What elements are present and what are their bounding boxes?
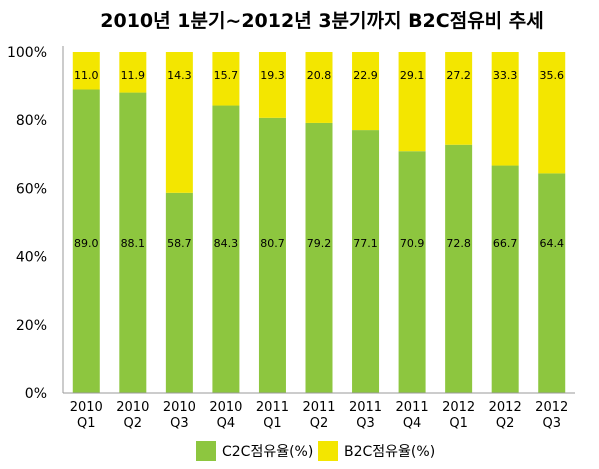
bar-c2c bbox=[119, 92, 147, 393]
bar-b2c bbox=[212, 52, 240, 106]
data-label-b2c: 22.9 bbox=[353, 69, 378, 82]
bar-b2c bbox=[165, 52, 193, 193]
data-label-c2c: 89.0 bbox=[74, 237, 99, 250]
data-label-c2c: 70.9 bbox=[400, 237, 425, 250]
legend-label: C2C점유율(%) bbox=[222, 444, 313, 460]
x-tick-label-quarter: Q1 bbox=[449, 416, 468, 431]
legend-swatch bbox=[318, 441, 338, 461]
x-tick-label-quarter: Q3 bbox=[542, 416, 561, 431]
data-label-b2c: 35.6 bbox=[539, 69, 564, 82]
bar-c2c bbox=[538, 173, 566, 393]
bar-c2c bbox=[398, 151, 426, 393]
x-tick-label-year: 2010 bbox=[209, 400, 242, 415]
x-tick-label-year: 2011 bbox=[302, 400, 335, 415]
bar-c2c bbox=[165, 192, 193, 393]
x-tick-label-year: 2010 bbox=[70, 400, 103, 415]
x-tick-label-year: 2011 bbox=[349, 400, 382, 415]
x-tick-label-year: 2012 bbox=[442, 400, 475, 415]
bar-b2c bbox=[119, 52, 147, 93]
y-tick-label: 40% bbox=[16, 250, 47, 266]
data-label-c2c: 66.7 bbox=[493, 237, 518, 250]
y-tick-label: 0% bbox=[25, 386, 47, 402]
legend-swatch bbox=[196, 441, 216, 461]
y-tick-label: 100% bbox=[7, 45, 47, 61]
x-tick-label-quarter: Q1 bbox=[77, 416, 96, 431]
bar-c2c bbox=[491, 165, 519, 393]
x-tick-label-quarter: Q1 bbox=[263, 416, 282, 431]
chart-title: 2010년 1분기~2012년 3분기까지 B2C점유비 추세 bbox=[100, 10, 543, 32]
bar-b2c bbox=[445, 52, 473, 145]
data-label-c2c: 77.1 bbox=[353, 237, 378, 250]
data-label-b2c: 19.3 bbox=[260, 69, 285, 82]
x-tick-label-year: 2010 bbox=[116, 400, 149, 415]
plot-area: 0%20%40%60%80%100%89.011.02010Q188.111.9… bbox=[7, 45, 575, 431]
data-label-b2c: 15.7 bbox=[214, 69, 239, 82]
data-label-c2c: 58.7 bbox=[167, 237, 192, 250]
bar-c2c bbox=[352, 130, 380, 394]
data-label-b2c: 29.1 bbox=[400, 69, 425, 82]
y-tick-label: 60% bbox=[16, 181, 47, 197]
data-label-b2c: 20.8 bbox=[307, 69, 332, 82]
data-label-b2c: 33.3 bbox=[493, 69, 518, 82]
y-tick-label: 20% bbox=[16, 318, 47, 334]
data-label-c2c: 88.1 bbox=[121, 237, 146, 250]
bar-b2c bbox=[305, 52, 333, 123]
bar-b2c bbox=[491, 52, 519, 166]
x-tick-label-quarter: Q2 bbox=[496, 416, 515, 431]
bar-b2c bbox=[352, 52, 380, 131]
data-label-b2c: 14.3 bbox=[167, 69, 192, 82]
bar-b2c bbox=[398, 52, 426, 152]
bar-b2c bbox=[538, 52, 566, 174]
x-tick-label-quarter: Q4 bbox=[217, 416, 236, 431]
bar-c2c bbox=[305, 122, 333, 393]
x-tick-label-year: 2011 bbox=[396, 400, 429, 415]
data-label-b2c: 27.2 bbox=[446, 69, 471, 82]
x-tick-label-year: 2012 bbox=[489, 400, 522, 415]
x-tick-label-year: 2011 bbox=[256, 400, 289, 415]
data-label-b2c: 11.0 bbox=[74, 69, 99, 82]
data-label-c2c: 79.2 bbox=[307, 237, 332, 250]
y-tick-label: 80% bbox=[16, 113, 47, 129]
x-tick-label-quarter: Q3 bbox=[170, 416, 189, 431]
bar-b2c bbox=[72, 52, 100, 90]
bar-c2c bbox=[212, 105, 240, 394]
bar-c2c bbox=[258, 117, 286, 394]
x-tick-label-quarter: Q2 bbox=[310, 416, 329, 431]
data-label-c2c: 84.3 bbox=[214, 237, 239, 250]
data-label-c2c: 72.8 bbox=[446, 237, 471, 250]
x-tick-label-year: 2010 bbox=[163, 400, 196, 415]
x-tick-label-quarter: Q2 bbox=[124, 416, 143, 431]
legend-label: B2C점유율(%) bbox=[344, 444, 435, 460]
x-tick-label-quarter: Q4 bbox=[403, 416, 422, 431]
x-tick-label-quarter: Q3 bbox=[356, 416, 375, 431]
legend: C2C점유율(%) B2C점유율(%) bbox=[196, 441, 435, 461]
bar-c2c bbox=[445, 144, 473, 393]
x-tick-label-year: 2012 bbox=[535, 400, 568, 415]
bar-b2c bbox=[258, 52, 286, 118]
data-label-b2c: 11.9 bbox=[121, 69, 146, 82]
data-label-c2c: 64.4 bbox=[539, 237, 564, 250]
data-label-c2c: 80.7 bbox=[260, 237, 285, 250]
bar-c2c bbox=[72, 89, 100, 393]
